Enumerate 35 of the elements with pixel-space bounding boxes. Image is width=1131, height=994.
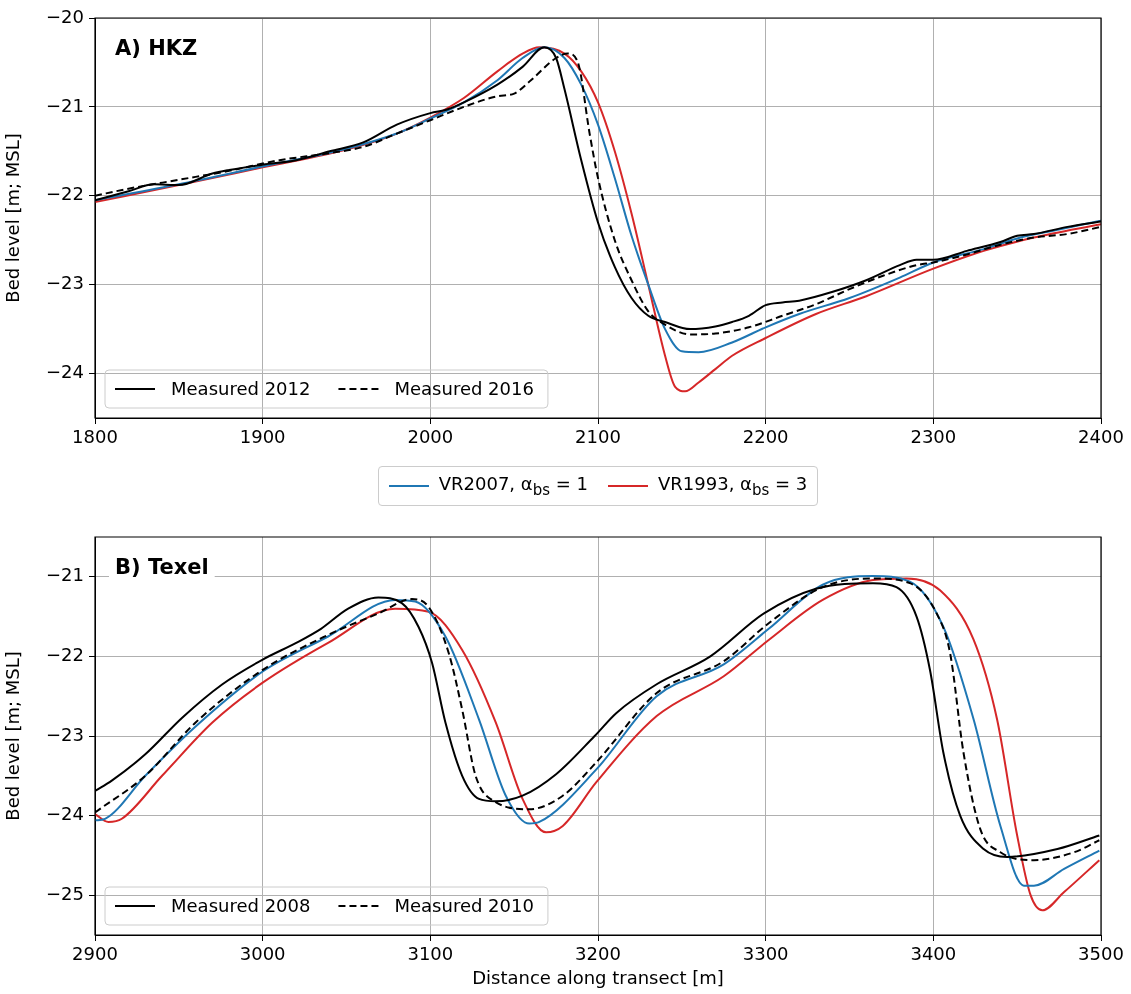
text: B) Texel [115, 555, 209, 580]
legend-label: VR1993, α$_{bs}$ = 3 [658, 473, 808, 499]
y-tick-label: −20 [46, 5, 84, 27]
x-tick-label: 3500 [1078, 943, 1124, 965]
y-tick-label: −23 [46, 272, 84, 294]
y-tick-label: −21 [46, 94, 84, 116]
y-tick-label: −23 [46, 723, 84, 745]
x-tick-label: 3100 [407, 943, 454, 965]
x-tick-label: 1900 [239, 426, 286, 448]
legend-label: Measured 2010 [394, 894, 534, 916]
x-tick-label: 2300 [910, 426, 957, 448]
text: A) HKZ [115, 36, 198, 61]
x-axis-title: Distance along transect [m] [472, 966, 724, 988]
y-axis-title: Bed level [m; MSL] [2, 133, 24, 303]
x-tick-label: 2900 [72, 943, 118, 965]
y-tick-label: −21 [46, 564, 84, 586]
x-tick-label: 2400 [1078, 426, 1124, 448]
x-tick-label: 1800 [72, 426, 118, 448]
legend-label: Measured 2008 [171, 894, 311, 916]
y-tick-label: −24 [46, 803, 84, 825]
y-axis-title: Bed level [m; MSL] [2, 651, 24, 821]
y-tick-label: −22 [46, 644, 84, 666]
x-tick-label: 2000 [407, 426, 454, 448]
legend-label: VR2007, α$_{bs}$ = 1 [438, 473, 588, 499]
x-tick-label: 2100 [575, 426, 621, 448]
x-tick-label: 3200 [575, 943, 621, 965]
y-tick-label: −22 [46, 183, 84, 205]
x-tick-label: 3000 [239, 943, 286, 965]
x-tick-label: 2200 [742, 426, 789, 448]
x-tick-label: 3400 [910, 943, 957, 965]
x-tick-label: 3300 [742, 943, 789, 965]
y-tick-label: −25 [46, 882, 84, 904]
legend-label: Measured 2012 [171, 377, 311, 399]
legend-label: Measured 2016 [394, 377, 534, 399]
y-tick-label: −24 [46, 361, 84, 383]
